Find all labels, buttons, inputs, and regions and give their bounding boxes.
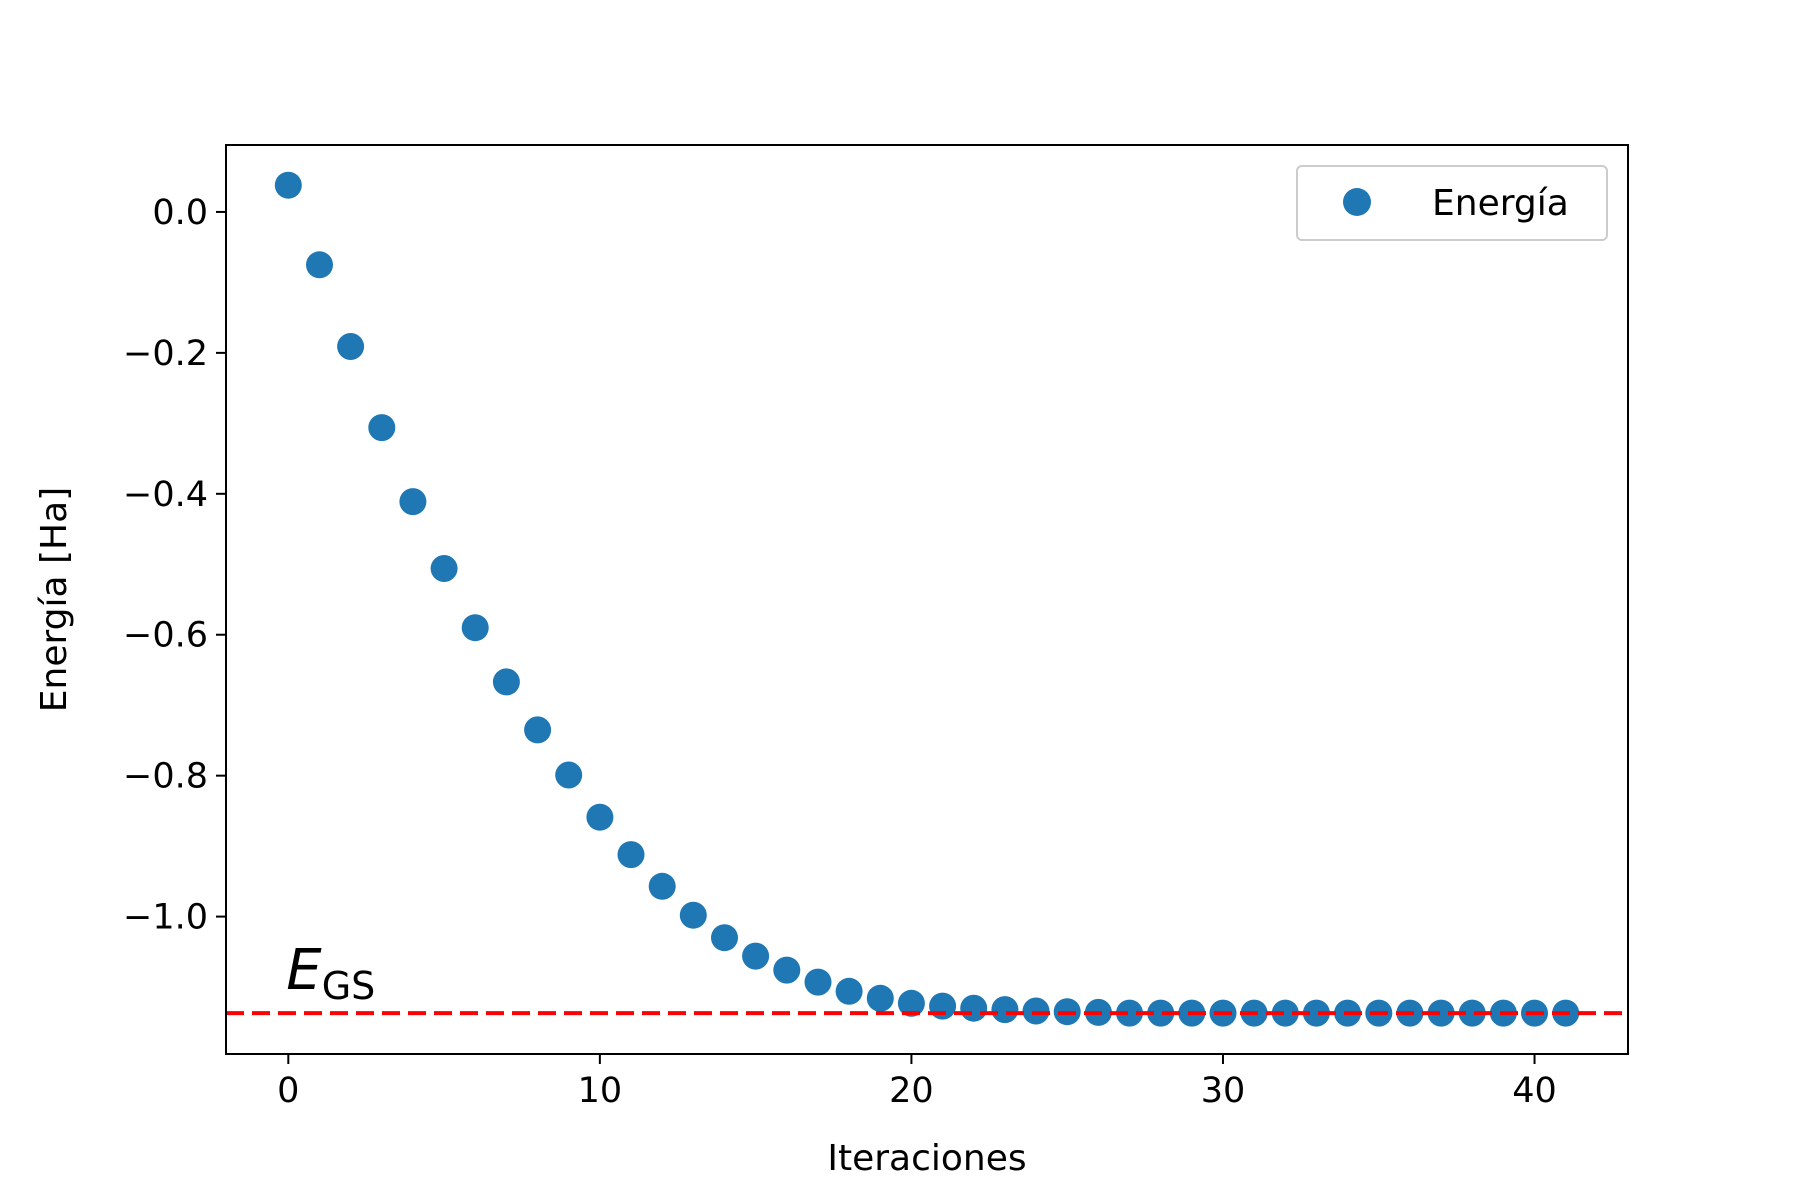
- data-point: [1116, 999, 1143, 1027]
- data-point: [399, 488, 427, 516]
- x-tick-label: 0: [277, 1071, 299, 1111]
- data-point: [711, 924, 738, 952]
- y-tick-label: −1.0: [123, 898, 208, 938]
- data-point: [1271, 999, 1299, 1027]
- data-point: [274, 171, 302, 199]
- data-point: [461, 614, 489, 642]
- x-tick-label: 10: [578, 1071, 623, 1111]
- ground-state-label-main: E: [286, 938, 322, 1003]
- data-point: [835, 977, 863, 1005]
- plot-area: [226, 171, 1628, 1027]
- x-tick-label: 20: [889, 1071, 934, 1111]
- data-point: [337, 333, 365, 360]
- data-point: [648, 872, 676, 900]
- data-point: [1022, 997, 1050, 1025]
- data-point: [1458, 999, 1486, 1027]
- data-point: [897, 989, 925, 1017]
- legend-box: [1296, 165, 1608, 241]
- data-point: [679, 901, 707, 929]
- ground-state-label-sub: GS: [322, 964, 376, 1008]
- plot-frame: [225, 144, 1629, 1055]
- y-tick-label: −0.8: [123, 757, 208, 797]
- y-tick-label: −0.4: [123, 475, 208, 515]
- data-point: [586, 803, 614, 831]
- data-point: [804, 968, 832, 996]
- data-point: [368, 414, 396, 442]
- data-point: [492, 668, 520, 696]
- y-tick-label: 0.0: [152, 193, 208, 233]
- data-point: [1427, 999, 1455, 1027]
- ground-state-label: EGS: [286, 938, 375, 1008]
- legend-marker: [1343, 188, 1371, 216]
- x-tick-label: 30: [1201, 1071, 1246, 1111]
- x-axis-label: Iteraciones: [827, 1138, 1026, 1179]
- data-point: [991, 996, 1019, 1024]
- data-point: [929, 992, 957, 1020]
- data-point: [866, 984, 894, 1012]
- y-axis: 0.0 −0.2 −0.4 −0.6 −0.8 −1.0: [123, 193, 226, 938]
- data-point: [430, 555, 458, 582]
- data-point: [1302, 999, 1330, 1027]
- x-tick-label: 40: [1512, 1071, 1557, 1111]
- y-tick-label: −0.2: [123, 334, 208, 374]
- data-point: [1147, 999, 1175, 1027]
- data-point: [524, 716, 552, 744]
- y-axis-label: Energía [Ha]: [34, 487, 75, 712]
- legend-label: Energía: [1432, 183, 1569, 224]
- data-point: [742, 942, 770, 970]
- data-point: [773, 956, 801, 984]
- x-axis: 0 10 20 30 40: [277, 1054, 1557, 1111]
- data-point: [617, 841, 645, 869]
- data-point: [555, 761, 583, 789]
- data-point: [960, 994, 988, 1022]
- y-tick-label: −0.6: [123, 616, 208, 656]
- legend: Energía: [1296, 165, 1608, 241]
- data-point: [306, 251, 333, 279]
